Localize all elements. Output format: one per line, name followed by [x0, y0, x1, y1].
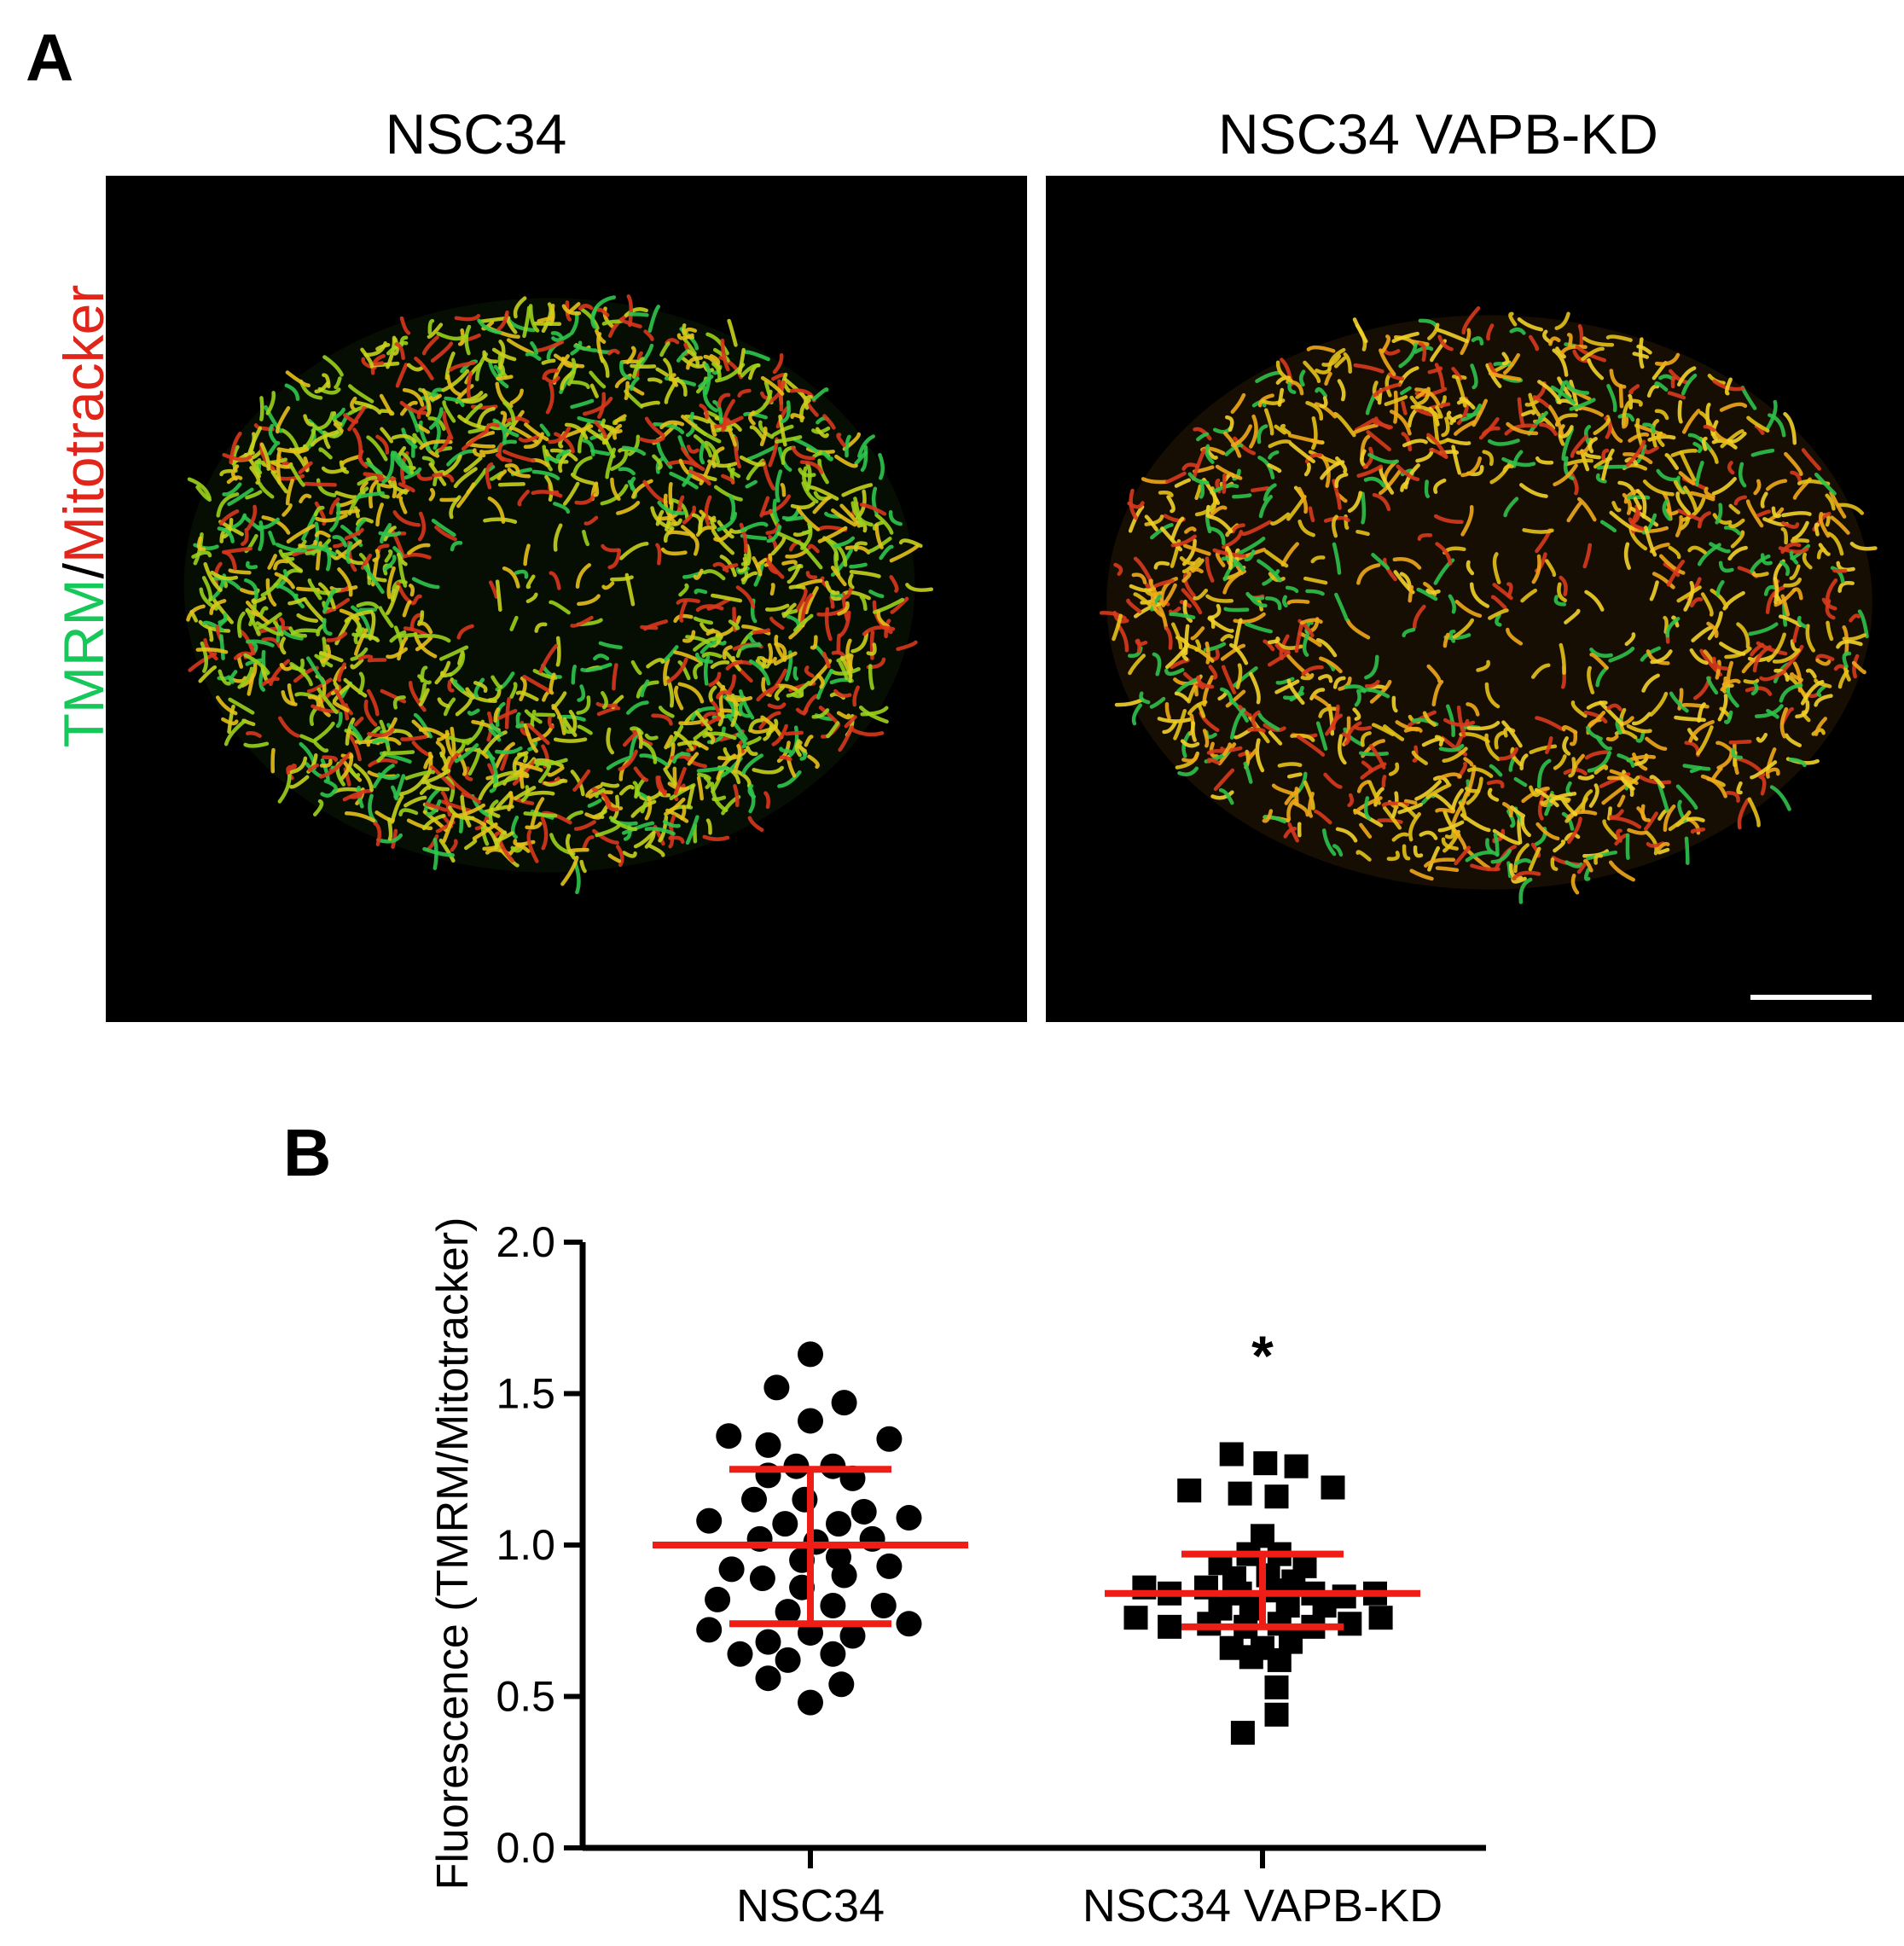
micrograph-title-nsc34-vapb-kd: NSC34 VAPB-KD: [1218, 102, 1658, 166]
data-point: [1230, 1721, 1255, 1746]
data-point: [831, 1390, 857, 1416]
data-point: [798, 1689, 823, 1716]
data-point: [718, 1556, 745, 1583]
data-point: [1123, 1606, 1148, 1630]
data-point: [749, 1566, 775, 1592]
data-point: [798, 1341, 823, 1368]
y-axis-label: Fluorescence (TMRM/Mitotracker): [428, 1217, 478, 1891]
data-point: [696, 1507, 723, 1534]
data-point: [1239, 1645, 1263, 1670]
data-point: [705, 1586, 731, 1612]
data-point: [896, 1505, 922, 1531]
series-2: [1105, 1442, 1420, 1746]
micrograph-nsc34-vapb-kd: [1046, 176, 1904, 1022]
data-point: [850, 1498, 877, 1525]
data-point: [831, 1562, 857, 1589]
data-point: [896, 1611, 922, 1637]
data-point: [1264, 1675, 1289, 1699]
data-point: [1264, 1484, 1289, 1509]
y-tick-label: 2.0: [496, 1218, 555, 1266]
data-point: [1219, 1442, 1244, 1467]
data-point: [798, 1408, 823, 1434]
micrograph-nsc34: [106, 176, 1027, 1022]
data-point: [839, 1623, 866, 1649]
data-point: [828, 1671, 855, 1698]
data-point: [876, 1426, 903, 1452]
data-point: [775, 1647, 801, 1673]
data-point: [775, 1599, 801, 1625]
series-1: [653, 1341, 968, 1716]
data-point: [696, 1617, 723, 1643]
significance-asterisk: *: [1251, 1324, 1274, 1387]
y-tick-label: 1.0: [496, 1521, 555, 1569]
data-point: [1264, 1702, 1289, 1727]
x-category-label: NSC34 VAPB-KD: [1083, 1880, 1443, 1931]
data-point: [820, 1593, 846, 1618]
data-point: [820, 1641, 846, 1667]
data-point: [755, 1665, 781, 1692]
scale-bar: [1750, 995, 1872, 1000]
data-point: [1312, 1594, 1337, 1618]
data-point: [727, 1641, 753, 1667]
x-category-label: NSC34: [736, 1880, 885, 1931]
data-point: [1284, 1454, 1309, 1478]
y-tick-label: 0.5: [496, 1673, 555, 1721]
data-point: [716, 1423, 742, 1449]
data-point: [1158, 1614, 1182, 1639]
data-point: [755, 1629, 781, 1655]
data-point: [755, 1432, 781, 1458]
data-point: [870, 1593, 897, 1618]
mitochondria-fluorescence-icon: [1099, 305, 1878, 904]
panel-letter-a: A: [26, 20, 74, 95]
data-point: [1177, 1478, 1202, 1503]
panel-letter-b: B: [283, 1115, 332, 1190]
data-point: [1228, 1481, 1252, 1506]
y-tick-label: 1.5: [496, 1370, 555, 1418]
y-tick-label: 0.0: [496, 1824, 555, 1872]
data-point: [763, 1374, 790, 1401]
data-point: [826, 1511, 851, 1537]
micrograph-title-nsc34: NSC34: [385, 102, 567, 166]
data-point: [1368, 1606, 1393, 1630]
data-point: [741, 1486, 767, 1513]
data-point: [1321, 1475, 1345, 1500]
data-point: [1253, 1451, 1278, 1476]
data-point: [1267, 1647, 1292, 1672]
data-point: [876, 1553, 903, 1579]
data-point: [772, 1511, 798, 1537]
mitochondria-fluorescence-icon: [183, 294, 934, 895]
